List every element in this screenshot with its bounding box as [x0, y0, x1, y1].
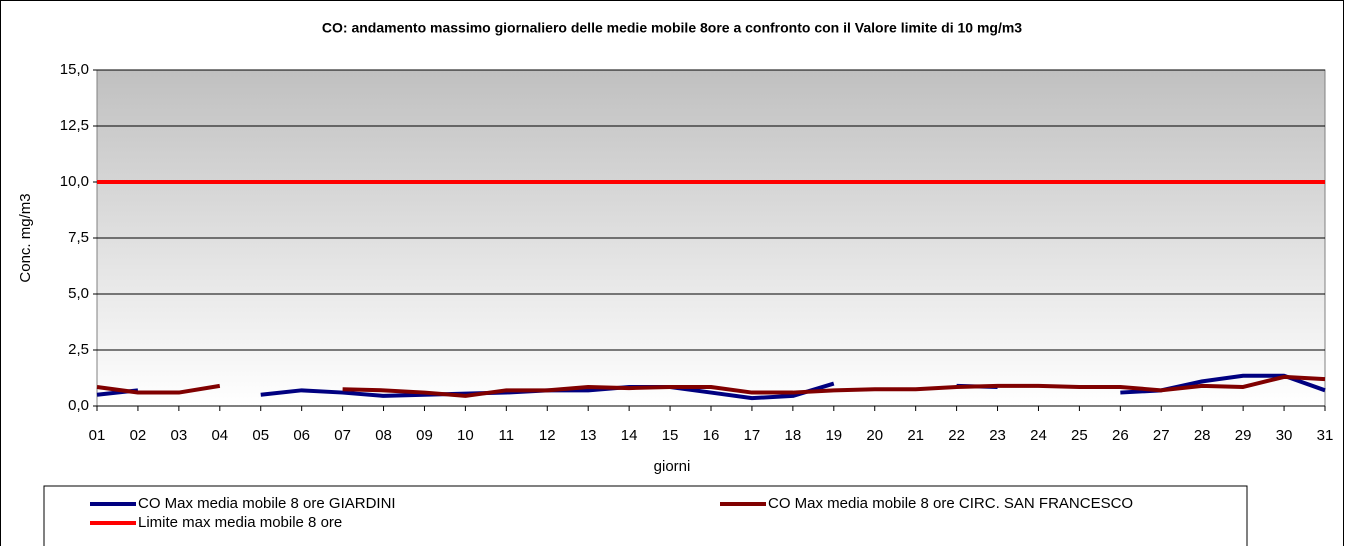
legend — [43, 485, 1248, 551]
y-axis-label: Conc. mg/m3 — [17, 193, 34, 282]
x-tick-label: 11 — [499, 427, 515, 444]
x-tick-label: 16 — [703, 427, 720, 444]
y-tick-label: 7,5 — [68, 229, 89, 246]
x-tick-label: 21 — [907, 427, 924, 444]
x-tick-label: 07 — [334, 427, 351, 444]
x-tick-label: 31 — [1317, 427, 1334, 444]
x-tick-label: 09 — [416, 427, 433, 444]
x-tick-label: 20 — [866, 427, 883, 444]
y-tick-label: 12,5 — [60, 117, 89, 134]
x-tick-label: 28 — [1194, 427, 1211, 444]
x-tick-label: 30 — [1276, 427, 1293, 444]
x-tick-label: 18 — [785, 427, 802, 444]
y-tick-label: 0,0 — [68, 397, 89, 414]
x-tick-label: 13 — [580, 427, 597, 444]
x-tick-label: 12 — [539, 427, 556, 444]
legend-label: CO Max media mobile 8 ore GIARDINI — [138, 495, 396, 512]
x-tick-label: 15 — [662, 427, 679, 444]
x-tick-label: 10 — [457, 427, 474, 444]
series-line — [96, 383, 221, 395]
y-tick-label: 10,0 — [60, 173, 89, 190]
x-tick-label: 03 — [171, 427, 188, 444]
x-tick-label: 26 — [1112, 427, 1129, 444]
x-tick-label: 02 — [130, 427, 147, 444]
x-tick-label: 14 — [621, 427, 638, 444]
x-tick-label: 06 — [293, 427, 310, 444]
y-tick-label: 5,0 — [68, 285, 89, 302]
x-tick-label: 01 — [89, 427, 106, 444]
x-tick-label: 05 — [252, 427, 269, 444]
x-tick-label: 17 — [744, 427, 761, 444]
x-tick-label: 29 — [1235, 427, 1252, 444]
x-tick-label: 25 — [1071, 427, 1088, 444]
x-tick-label: 24 — [1030, 427, 1047, 444]
x-tick-label: 08 — [375, 427, 392, 444]
x-tick-label: 23 — [989, 427, 1006, 444]
x-tick-label: 27 — [1153, 427, 1170, 444]
x-tick-label: 04 — [211, 427, 228, 444]
legend-label: CO Max media mobile 8 ore CIRC. SAN FRAN… — [768, 495, 1133, 512]
y-tick-label: 15,0 — [60, 61, 89, 78]
series-line — [342, 374, 1326, 398]
legend-label: Limite max media mobile 8 ore — [138, 514, 342, 531]
x-tick-label: 22 — [948, 427, 965, 444]
chart-title: CO: andamento massimo giornaliero delle … — [322, 20, 1022, 36]
x-tick-label: 19 — [825, 427, 842, 444]
y-tick-label: 2,5 — [68, 341, 89, 358]
x-axis-label: giorni — [654, 458, 691, 475]
